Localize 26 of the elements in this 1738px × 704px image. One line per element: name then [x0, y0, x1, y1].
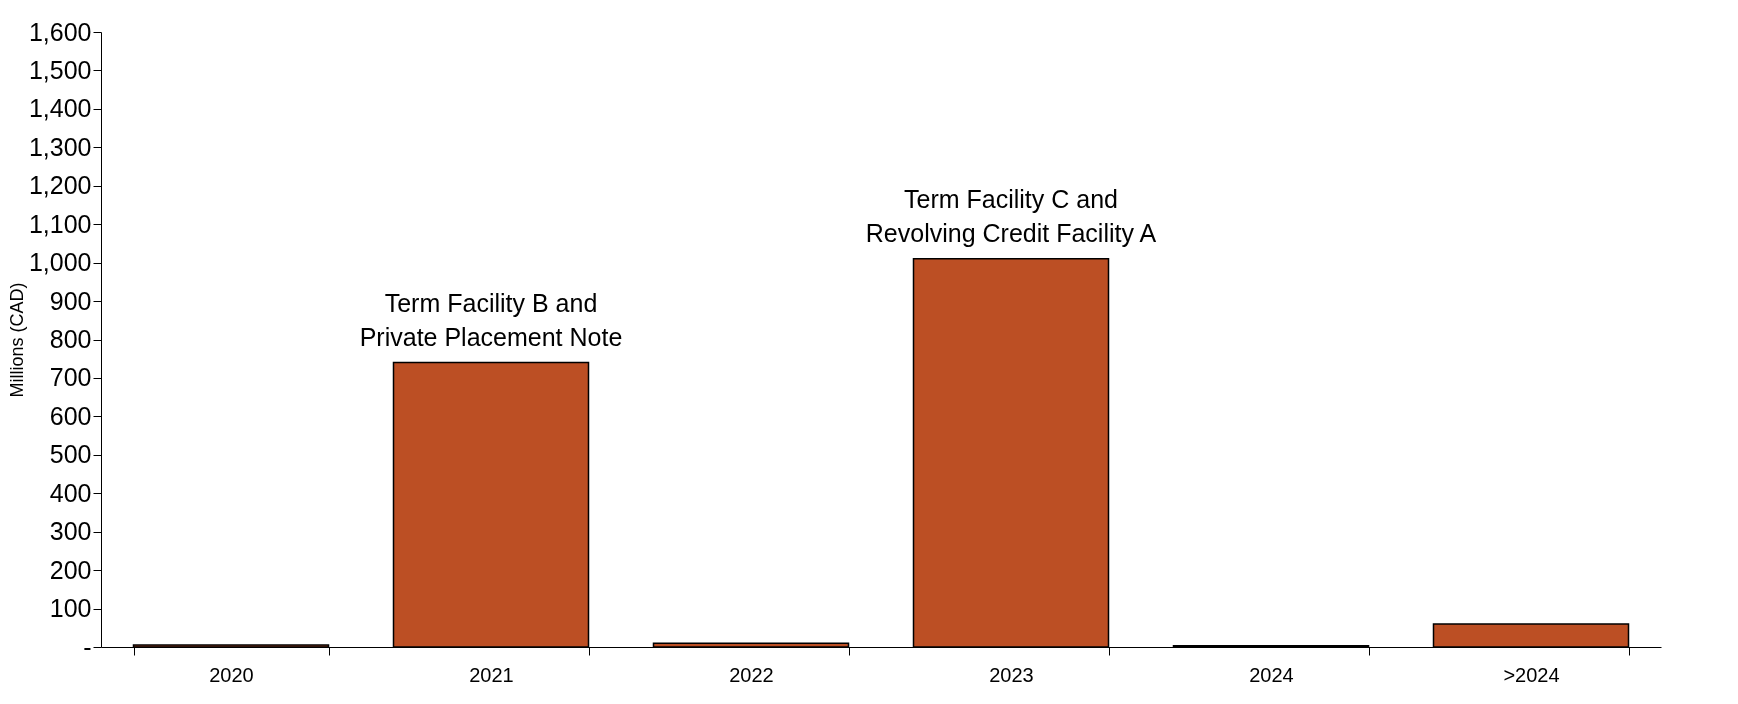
x-tick-label: 2021 — [469, 663, 514, 686]
y-tick-label: 700 — [49, 363, 92, 392]
x-tick-label: 2024 — [1249, 663, 1294, 686]
y-tick-label: 800 — [49, 325, 92, 353]
y-tick-label: 1,300 — [28, 132, 92, 161]
y-tick-label: 100 — [49, 594, 92, 623]
y-tick-label: 600 — [49, 401, 92, 430]
y-tick-label: 1,500 — [28, 55, 92, 84]
x-tick-label: 2023 — [989, 663, 1034, 686]
y-axis-title: Millions (CAD) — [6, 282, 27, 398]
y-tick-label: 900 — [49, 286, 92, 315]
y-tick-label: 500 — [49, 440, 92, 469]
x-tick-label: 2022 — [729, 663, 774, 686]
y-tick-label: - — [83, 632, 92, 661]
x-tick-label: >2024 — [1503, 663, 1560, 686]
y-tick-label: 1,400 — [28, 94, 92, 123]
annotation: Term Facility C and Revolving Credit Facility A — [865, 184, 1157, 247]
y-tick-label: 1,000 — [28, 248, 92, 277]
x-tick-label: 2020 — [209, 663, 254, 686]
y-tick-label: 200 — [49, 555, 92, 584]
y-tick-label: 300 — [49, 517, 92, 546]
y-tick-label: 1,200 — [28, 171, 92, 200]
y-tick-label: 400 — [49, 478, 92, 507]
y-tick-label: 1,600 — [28, 17, 92, 46]
annotation: Term Facility B and Private Placement Note — [359, 288, 623, 351]
y-tick-label: 1,100 — [28, 209, 92, 238]
